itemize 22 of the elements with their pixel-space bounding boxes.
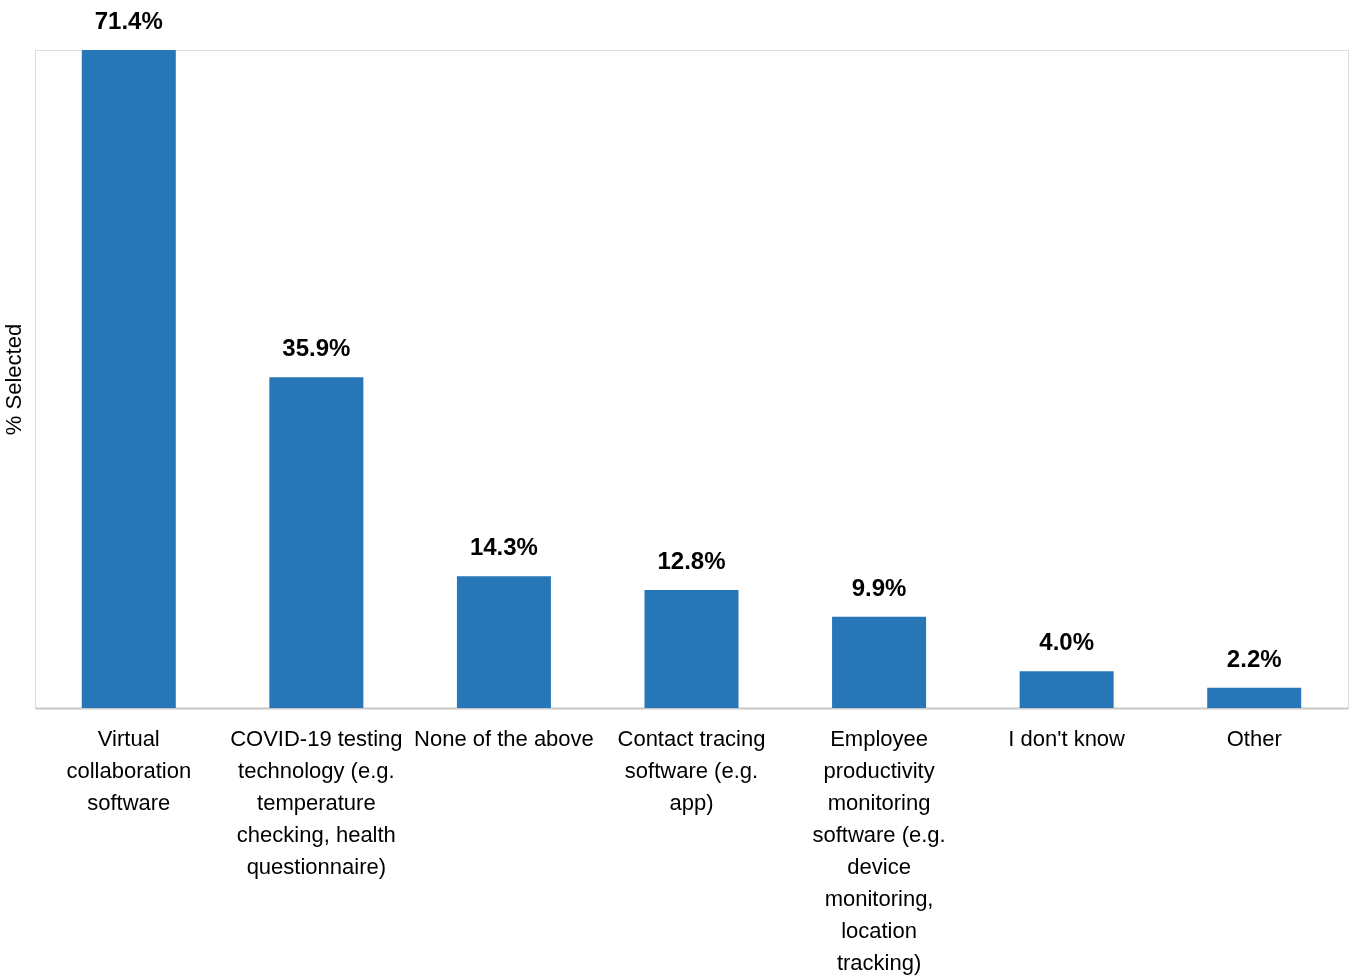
data-label: 35.9% (282, 334, 351, 362)
bar (1207, 687, 1302, 708)
data-label: 12.8% (657, 547, 726, 575)
x-tick-label: Virtual collaboration software (66, 725, 192, 815)
x-tick-label: Other (1226, 725, 1282, 751)
bar (832, 616, 927, 708)
x-tick-label: None of the above (414, 725, 594, 751)
data-label: 71.4% (94, 7, 163, 34)
x-tick-label: COVID-19 testing technology (e.g. temperature checking, health questionnaire) (230, 725, 403, 879)
data-label: 14.3% (469, 533, 538, 561)
bar (1019, 671, 1114, 708)
data-label: 4.0% (1039, 628, 1094, 656)
x-tick-label: Contact tracing software (e.g. app) (617, 725, 766, 815)
x-tick-label: I don't know (1008, 725, 1126, 751)
data-label: 2.2% (1226, 644, 1282, 672)
bar (81, 50, 176, 708)
x-tick-label: Employee productivity monitoring software (e.g. device monitoring, location tracking) (812, 725, 946, 975)
bar (644, 590, 739, 708)
data-label: 9.9% (851, 573, 907, 601)
y-axis-title: % Selected (0, 323, 26, 436)
bar (269, 377, 364, 708)
bar (456, 576, 551, 708)
